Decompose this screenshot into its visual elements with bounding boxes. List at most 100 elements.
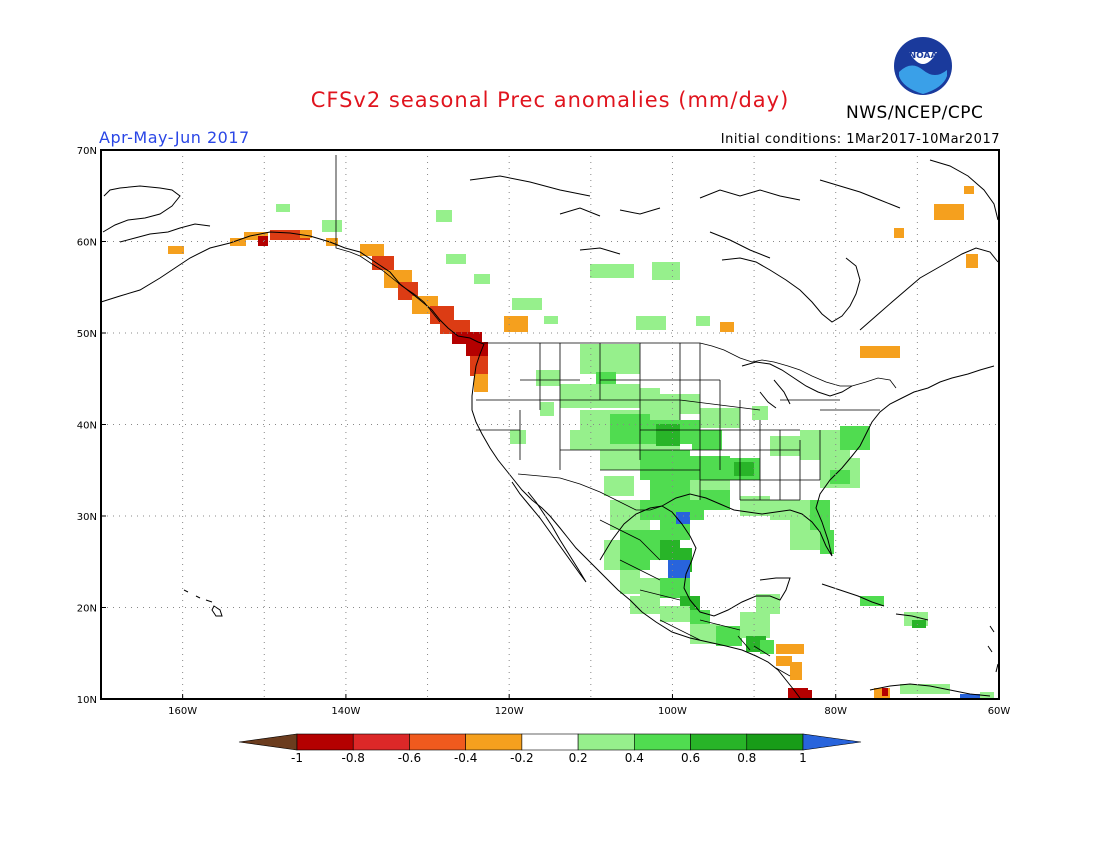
anomaly-cell bbox=[510, 430, 526, 444]
colorbar-segment bbox=[352, 733, 410, 751]
colorbar-tick-label: -1 bbox=[291, 751, 303, 765]
colorbar-right-arrow bbox=[802, 733, 862, 751]
anomaly-cell bbox=[470, 356, 488, 376]
anomaly-cell bbox=[656, 424, 680, 446]
anomaly-cell bbox=[668, 560, 690, 578]
colorbar-tick-label: -0.6 bbox=[398, 751, 421, 765]
lat-label: 60N bbox=[77, 238, 97, 249]
anomaly-cell bbox=[734, 462, 754, 476]
mexico-state-lines bbox=[599, 519, 741, 641]
anomaly-cell bbox=[600, 450, 640, 470]
cuba-coast bbox=[821, 583, 885, 607]
anomaly-cell bbox=[640, 578, 660, 598]
anomaly-cell bbox=[580, 344, 640, 374]
anomaly-cell bbox=[720, 322, 734, 332]
political-borders bbox=[335, 155, 897, 677]
anomaly-cell bbox=[474, 374, 488, 392]
anomaly-cell bbox=[660, 606, 690, 622]
anomaly-cell bbox=[964, 186, 974, 194]
anomaly-cell bbox=[590, 264, 634, 278]
lat-label: 70N bbox=[77, 146, 97, 157]
anomaly-cell bbox=[716, 626, 742, 646]
noaa-logo-icon: NOAA bbox=[894, 37, 952, 95]
colorbar-segment bbox=[634, 733, 691, 751]
colorbar-tick-label: 0.8 bbox=[737, 751, 756, 765]
chart-title: CFSv2 seasonal Prec anomalies (mm/day) bbox=[310, 88, 790, 112]
anomaly-cell bbox=[692, 430, 722, 450]
colorbar-segment bbox=[746, 733, 804, 751]
central-america-borders bbox=[737, 635, 791, 677]
us-mexico-border bbox=[517, 473, 663, 511]
colorbar-segment bbox=[521, 733, 579, 751]
colorbar-segment bbox=[465, 733, 523, 751]
anomaly-cell bbox=[802, 690, 812, 700]
anomaly-cell bbox=[810, 500, 830, 530]
anomaly-cell bbox=[630, 596, 660, 614]
anomaly-cell bbox=[776, 656, 792, 666]
anomaly-cell bbox=[168, 246, 184, 254]
anomaly-cell bbox=[430, 306, 454, 324]
colorbar-tick-label: 0.2 bbox=[569, 751, 588, 765]
anomaly-cell bbox=[900, 684, 950, 694]
colorbar-tick-label: 0.6 bbox=[681, 751, 700, 765]
anomaly-cell bbox=[504, 316, 528, 332]
anomaly-cell bbox=[322, 220, 342, 232]
lon-label: 140W bbox=[331, 706, 360, 717]
anomaly-cell bbox=[740, 496, 770, 516]
anomaly-cell bbox=[690, 500, 704, 520]
svg-text:NOAA: NOAA bbox=[909, 51, 938, 61]
anomaly-cell bbox=[372, 256, 394, 270]
anomaly-cell bbox=[640, 394, 700, 414]
anomaly-cell bbox=[860, 596, 884, 606]
anomaly-cell bbox=[894, 228, 904, 238]
lon-label: 160W bbox=[168, 706, 197, 717]
anomaly-cell bbox=[660, 578, 690, 598]
anomaly-cell bbox=[860, 346, 900, 358]
anomaly-cell bbox=[512, 298, 542, 310]
anomaly-cell bbox=[882, 688, 888, 696]
alaska-west-coast bbox=[102, 185, 181, 233]
anomaly-cell bbox=[244, 232, 268, 240]
baja-coast bbox=[511, 481, 587, 583]
anomaly-cell bbox=[570, 430, 590, 450]
west-coast bbox=[471, 343, 801, 699]
coastline-layer bbox=[100, 159, 999, 699]
anomaly-cell bbox=[790, 662, 802, 680]
anomaly-cell bbox=[474, 274, 490, 284]
lat-label: 20N bbox=[77, 604, 97, 615]
us-gulf-coast bbox=[661, 365, 995, 557]
anomaly-cell bbox=[756, 594, 780, 614]
anomaly-cell bbox=[966, 254, 978, 268]
longitude-labels: 160W 140W 120W 100W 80W 60W bbox=[168, 694, 1010, 717]
lat-label: 40N bbox=[77, 421, 97, 432]
org-label: NWS/NCEP/CPC bbox=[846, 103, 984, 123]
gulf-coast bbox=[599, 505, 791, 617]
colorbar-tick-label: -0.8 bbox=[342, 751, 365, 765]
lon-label: 80W bbox=[824, 706, 847, 717]
anomaly-cell bbox=[660, 540, 680, 560]
anomaly-cell bbox=[596, 372, 616, 384]
anomaly-cell bbox=[436, 210, 452, 222]
anomaly-cell bbox=[466, 342, 488, 356]
anomaly-cell bbox=[696, 316, 710, 326]
anomaly-cell bbox=[960, 694, 980, 700]
anomaly-cell bbox=[830, 470, 850, 484]
latitude-labels: 70N 60N 50N 40N 30N 20N 10N bbox=[77, 146, 106, 706]
anomaly-cell bbox=[934, 204, 964, 220]
colorbar: -1 -0.8 -0.6 -0.4 -0.2 0.2 0.4 0.6 0.8 1 bbox=[238, 733, 862, 765]
colorbar-left-arrow bbox=[238, 733, 298, 751]
lon-label: 60W bbox=[988, 706, 1011, 717]
hawaii-islands bbox=[183, 589, 223, 617]
lat-label: 50N bbox=[77, 329, 97, 340]
anomaly-cell bbox=[270, 230, 310, 240]
colorbar-tick-label: -0.2 bbox=[510, 751, 533, 765]
colorbar-tick-label: 0.4 bbox=[625, 751, 644, 765]
anomaly-cell bbox=[676, 512, 690, 524]
anomaly-fill-layer bbox=[168, 186, 994, 700]
lat-label: 30N bbox=[77, 512, 97, 523]
anomaly-cell bbox=[620, 570, 640, 594]
us-state-lines bbox=[476, 343, 880, 501]
map-frame bbox=[100, 149, 1000, 700]
anomaly-cell bbox=[446, 254, 466, 264]
alaska-coast bbox=[100, 231, 485, 345]
